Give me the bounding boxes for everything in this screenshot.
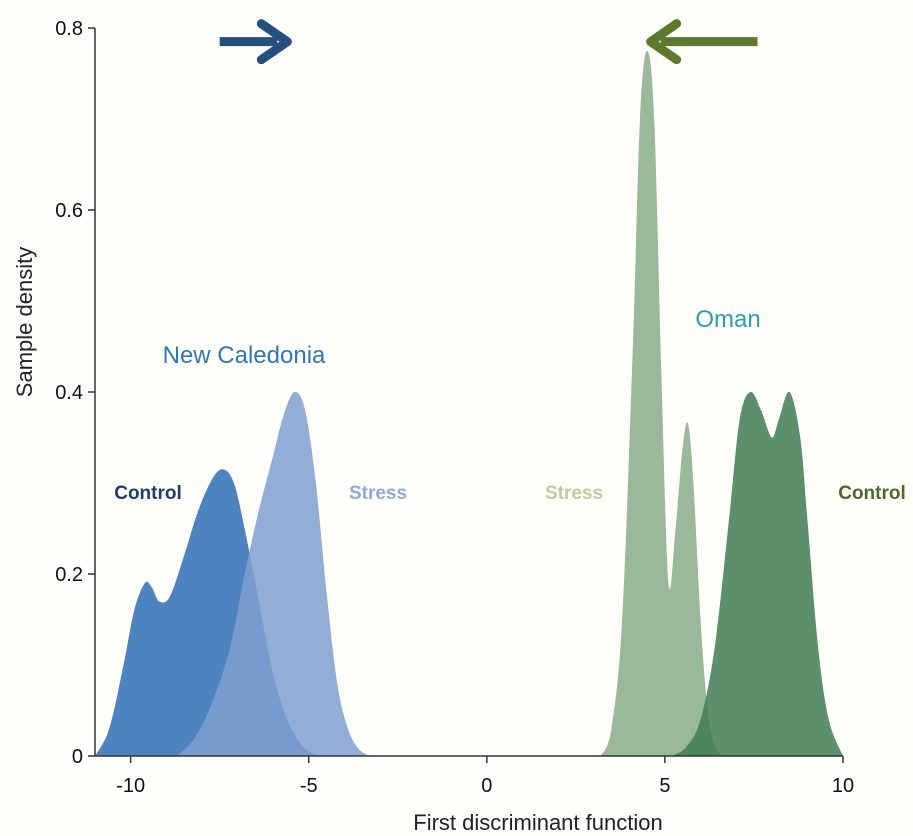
y-axis-title: Sample density — [12, 247, 37, 397]
x-ticks: -10 -5 0 5 10 — [116, 756, 854, 797]
x-axis: -10 -5 0 5 10 — [95, 755, 854, 797]
y-tick-label: 0.2 — [55, 564, 83, 586]
y-tick-label: 0.8 — [55, 18, 83, 40]
x-axis-title: First discriminant function — [413, 810, 662, 835]
area-oman-control — [672, 391, 843, 756]
y-tick-label: 0.6 — [55, 200, 83, 222]
area-oman-stress — [600, 50, 722, 756]
series-label-nc-control: Control — [114, 483, 182, 504]
y-ticks: 0 0.2 0.4 0.6 0.8 — [55, 18, 95, 768]
series-label-oman-stress: Stress — [545, 483, 603, 504]
arrows — [219, 19, 758, 65]
group-label-new-caledonia: New Caledonia — [163, 342, 326, 369]
series-label-nc-stress: Stress — [349, 483, 407, 504]
arrow-left-icon — [646, 19, 758, 65]
x-tick-label: -10 — [116, 775, 145, 797]
y-axis: 0 0.2 0.4 0.6 0.8 — [55, 18, 96, 768]
x-tick-label: 10 — [832, 775, 854, 797]
density-areas — [95, 50, 843, 756]
series-label-oman-control: Control — [838, 483, 906, 504]
x-tick-label: -5 — [300, 775, 318, 797]
group-label-oman: Oman — [695, 306, 760, 333]
y-tick-label: 0 — [72, 746, 83, 768]
area-new-caledonia-stress — [176, 391, 370, 756]
y-tick-label: 0.4 — [55, 382, 83, 404]
x-tick-label: 0 — [481, 775, 492, 797]
arrow-right-icon — [219, 19, 292, 65]
x-tick-label: 5 — [659, 775, 670, 797]
